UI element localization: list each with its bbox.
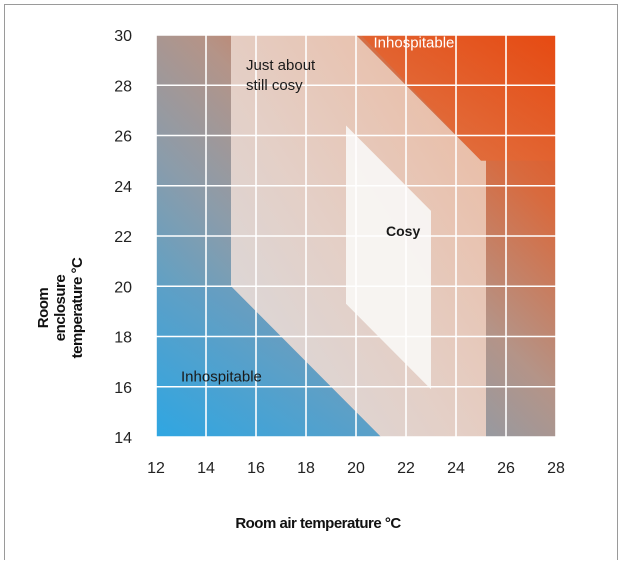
figure-frame xyxy=(4,4,618,560)
x-tick-label: 26 xyxy=(497,460,515,477)
y-tick-label: 28 xyxy=(114,78,132,95)
y-axis-title-line-3: temperature °C xyxy=(69,257,86,358)
y-tick-label: 20 xyxy=(114,279,132,296)
region-label: Inhospitable xyxy=(181,369,262,386)
x-tick-label: 24 xyxy=(447,460,465,477)
region-label-line: Just about xyxy=(246,57,316,74)
x-tick-label: 22 xyxy=(397,460,415,477)
region-inhospitable-hot xyxy=(361,35,556,161)
region-inhospitable-cold xyxy=(156,286,381,437)
y-tick-label: 30 xyxy=(114,28,132,45)
y-axis-title-line-1: Room xyxy=(35,288,52,329)
region-cosy xyxy=(346,125,431,390)
y-tick-label: 16 xyxy=(114,380,132,397)
grid-lines xyxy=(155,34,557,438)
y-axis-title-line-2: enclosure xyxy=(52,275,69,342)
x-tick-label: 28 xyxy=(547,460,565,477)
region-labels: Just about still cosy Cosy Inhospitable Inho… xyxy=(181,35,454,386)
x-axis-title: Room air temperature °C xyxy=(235,515,401,532)
y-tick-label: 14 xyxy=(114,430,132,447)
plot-area: Just about still cosy Cosy Inhospitable Inho… xyxy=(155,34,557,438)
region-label-line: still cosy xyxy=(246,77,303,94)
region-label: Just about still cosy xyxy=(246,57,316,94)
x-tick-label: 14 xyxy=(197,460,215,477)
x-tick-label: 12 xyxy=(147,460,165,477)
y-tick-label: 22 xyxy=(114,229,132,246)
region-label: Inhospitable xyxy=(374,35,455,52)
x-tick-label: 16 xyxy=(247,460,265,477)
y-axis-ticks: 14 16 18 20 22 24 26 28 30 xyxy=(114,28,132,447)
region-label: Cosy xyxy=(386,223,420,239)
x-tick-label: 18 xyxy=(297,460,315,477)
y-tick-label: 26 xyxy=(114,129,132,146)
y-axis-title: Room enclosure temperature °C xyxy=(35,257,86,358)
x-axis-ticks: 12 14 16 18 20 22 24 26 28 xyxy=(147,460,565,477)
y-tick-label: 24 xyxy=(114,179,132,196)
x-tick-label: 20 xyxy=(347,460,365,477)
y-tick-label: 18 xyxy=(114,330,132,347)
